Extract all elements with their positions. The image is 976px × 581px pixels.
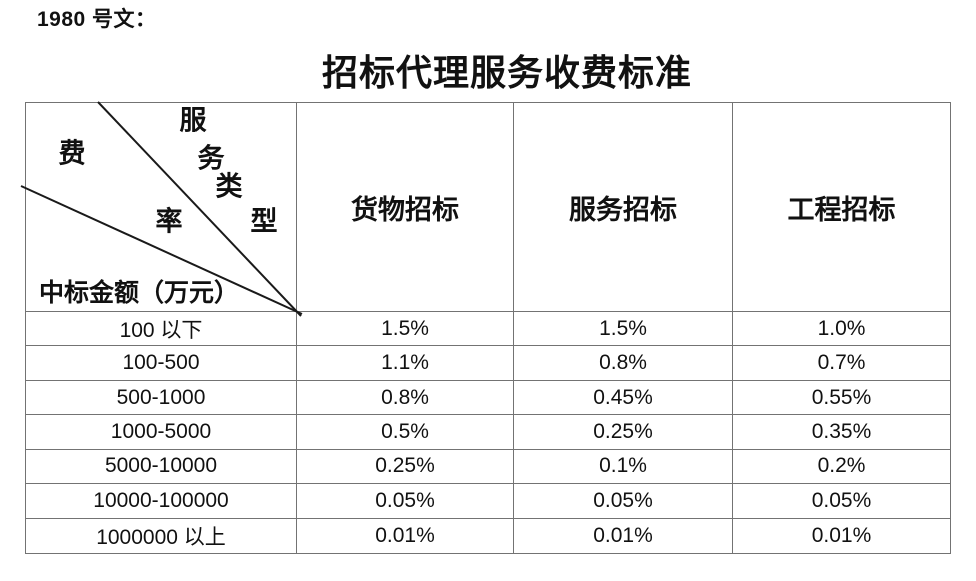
row-label: 100 以下 (26, 312, 297, 347)
corner-char-service: 服 (179, 105, 207, 137)
fee-cell: 0.8% (297, 380, 514, 416)
fee-cell: 1.5% (297, 312, 514, 347)
row-axis-label: 中标金额（万元） (39, 278, 240, 307)
doc-number-suffix: 号文： (85, 8, 157, 31)
fee-table: 服 务 类 型 费 率 中标金额（万元） 货物招标 服务招标 工程招标 100 … (25, 102, 951, 554)
fee-cell: 0.05% (514, 484, 733, 519)
page-title: 招标代理服务收费标准 (321, 52, 692, 94)
fee-cell: 0.7% (733, 346, 950, 381)
doc-number: 1980 (37, 8, 86, 31)
fee-cell: 0.1% (514, 449, 733, 485)
corner-char-lei: 类 (215, 171, 243, 203)
fee-cell: 0.05% (297, 484, 514, 519)
table-corner-cell: 服 务 类 型 费 率 中标金额（万元） (26, 103, 297, 312)
fee-cell: 0.01% (297, 518, 514, 553)
column-header-goods: 货物招标 (297, 103, 514, 312)
fee-cell: 0.5% (297, 415, 514, 450)
corner-char-rate: 率 (155, 206, 183, 238)
fee-cell: 0.01% (811, 523, 872, 547)
row-label: 5000-10000 (26, 449, 297, 485)
doc-number-label: 1980 号文： (37, 3, 157, 33)
fee-cell: 0.01% (514, 518, 733, 553)
column-header-services: 服务招标 (514, 103, 733, 312)
corner-char-wu: 务 (197, 143, 225, 175)
fee-cell: 0.05% (733, 484, 950, 519)
corner-char-xing: 型 (250, 206, 278, 238)
column-header-works: 工程招标 (733, 103, 950, 312)
row-label: 1000-5000 (26, 415, 297, 450)
row-label: 500-1000 (26, 380, 297, 416)
fee-cell: 1.5% (514, 312, 733, 347)
fee-cell: 1.0% (733, 312, 950, 347)
fee-cell: 0.25% (297, 449, 514, 485)
row-label: 1000000 以上 (26, 518, 297, 553)
fee-cell: 1.1% (297, 346, 514, 381)
fee-cell: 0.2% (733, 450, 950, 485)
fee-cell: 0.45% (514, 380, 733, 416)
fee-cell: 0.35% (733, 415, 950, 450)
fee-cell: 0.8% (514, 346, 733, 381)
fee-cell: 0.55% (733, 381, 950, 416)
row-label: 10000-100000 (26, 484, 297, 519)
row-label: 100-500 (26, 346, 297, 381)
corner-char-fee: 费 (58, 138, 86, 170)
fee-cell: 0.25% (514, 415, 733, 450)
